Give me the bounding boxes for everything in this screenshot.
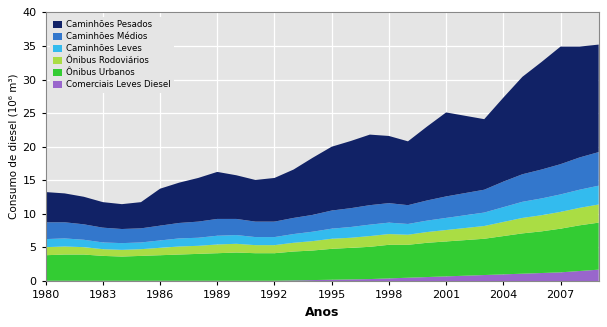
Legend: Caminhões Pesados, Caminhões Médios, Caminhões Leves, Ônibus Rodoviários, Ônibus: Caminhões Pesados, Caminhões Médios, Cam…	[50, 17, 174, 93]
Y-axis label: Consumo de diesel (10⁶ m³): Consumo de diesel (10⁶ m³)	[8, 74, 18, 219]
X-axis label: Anos: Anos	[305, 306, 339, 319]
